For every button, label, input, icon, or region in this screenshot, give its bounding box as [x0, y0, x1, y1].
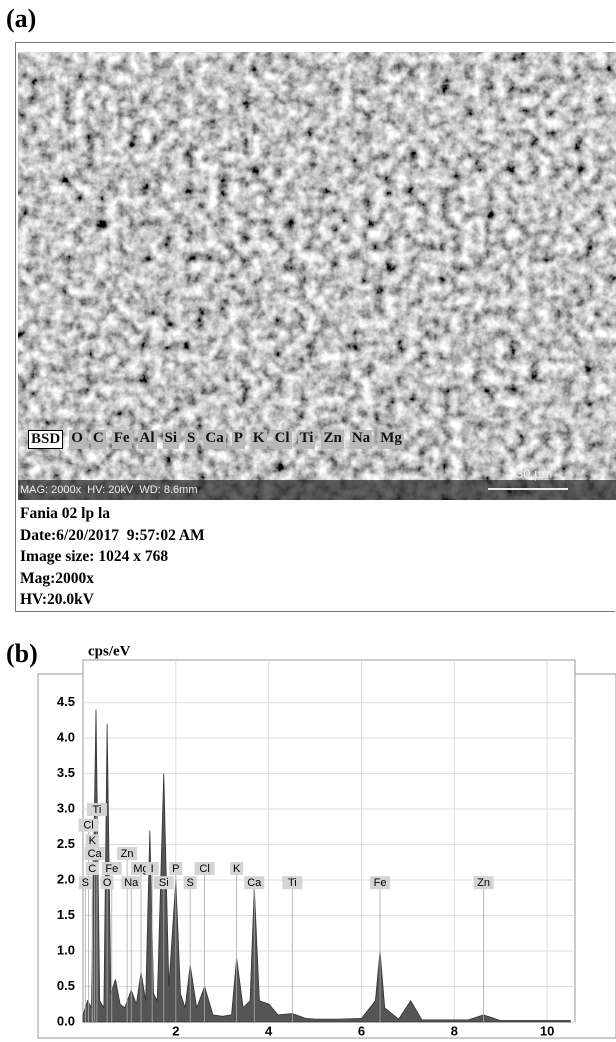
element-label: O: [69, 430, 85, 449]
element-label: Al: [138, 430, 157, 449]
peak-label: Zn: [477, 877, 490, 889]
element-label: Fe: [112, 430, 132, 449]
y-tick-label: 0.5: [57, 978, 75, 993]
element-label: Na: [350, 430, 372, 449]
element-label: Cl: [273, 430, 292, 449]
detector-label: BSD: [28, 430, 63, 449]
y-tick-label: 4.5: [57, 694, 75, 709]
element-label: Ca: [203, 430, 225, 449]
x-tick-label: 6: [358, 1023, 365, 1038]
caption-line: Date:6/20/2017 9:57:02 AM: [20, 525, 205, 547]
x-tick-label: 4: [265, 1023, 273, 1038]
peak-label: S: [187, 877, 194, 889]
element-label: S: [185, 430, 197, 449]
peak-label: C: [88, 863, 96, 875]
peak-label: I: [151, 863, 154, 875]
peak-label: P: [172, 863, 179, 875]
peak-label: Si: [159, 877, 169, 889]
element-label: K: [251, 430, 267, 449]
peak-label: Cl: [199, 863, 209, 875]
caption-line: Mag:2000x: [20, 568, 205, 590]
y-tick-label: 3.0: [57, 800, 75, 815]
y-tick-label: 0.0: [57, 1013, 75, 1028]
element-label: Mg: [378, 430, 404, 449]
caption-line: Fania 02 lp la: [20, 503, 205, 525]
panel-label: (b): [6, 640, 38, 668]
caption-line: HV:20.0kV: [20, 589, 205, 611]
peak-label: Fe: [105, 863, 118, 875]
peak-label: Ca: [88, 848, 103, 860]
y-tick-label: 1.0: [57, 942, 75, 957]
page: (a) BSD OCFeAlSiSCaPKClTiZnNaMg MAG: 200…: [0, 0, 616, 1042]
element-label: C: [91, 430, 106, 449]
peak-label: Cl: [83, 820, 93, 832]
scale-label: 30 µm: [516, 466, 552, 481]
peak-label: K: [89, 835, 97, 847]
peak-label: Ti: [288, 877, 297, 889]
chart: (b) cps/eV 0.0 0.5 1.0 1.5 2.0 2.5 3.0 3.5 4.0 4.…: [0, 640, 616, 1040]
y-tick-label: 3.5: [57, 765, 75, 780]
element-label: Zn: [321, 430, 343, 449]
y-tick-label: 2.0: [57, 871, 75, 886]
panel-label: (a): [6, 4, 36, 34]
peak-label: Zn: [121, 848, 134, 860]
peak-label: S: [82, 877, 89, 889]
element-label: Si: [163, 430, 180, 449]
x-tick-label: 8: [451, 1023, 458, 1038]
peak-label: Ti: [93, 804, 102, 816]
sem-info: MAG: 2000x HV: 20kV WD: 8.6mm: [20, 484, 197, 496]
element-label: Ti: [298, 430, 316, 449]
caption-line: Image size: 1024 x 768: [20, 546, 205, 568]
y-axis-label: cps/eV: [88, 643, 131, 659]
plot-area: [83, 660, 575, 1022]
y-tick-label: 1.5: [57, 907, 75, 922]
y-tick-label: 2.5: [57, 836, 75, 851]
peak-label: O: [103, 877, 112, 889]
y-tick-label: 4.0: [57, 730, 75, 745]
x-tick-label: 2: [172, 1023, 179, 1038]
peak-label: Fe: [374, 877, 387, 889]
peak-label: K: [233, 863, 241, 875]
peak-label: Na: [124, 877, 139, 889]
element-label: P: [232, 430, 245, 449]
x-tick-label: 10: [540, 1023, 554, 1038]
peak-label: Ca: [247, 877, 262, 889]
